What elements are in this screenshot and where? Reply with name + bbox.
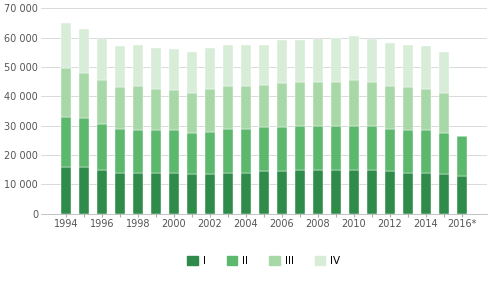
Bar (421, 173, 431, 214)
Bar (223, 129, 233, 173)
Bar (295, 170, 305, 214)
Bar (151, 173, 161, 214)
Bar (277, 40, 287, 83)
Bar (115, 173, 125, 214)
Bar (313, 126, 323, 170)
Bar (277, 83, 287, 127)
Bar (385, 171, 395, 214)
Bar (133, 86, 143, 130)
Bar (115, 88, 125, 129)
Bar (295, 126, 305, 170)
Bar (331, 170, 341, 214)
Bar (385, 43, 395, 86)
Bar (79, 118, 89, 167)
Bar (187, 93, 197, 133)
Bar (403, 45, 412, 88)
Bar (79, 167, 89, 214)
Bar (367, 82, 377, 126)
Bar (438, 52, 449, 93)
Bar (349, 126, 358, 170)
Bar (241, 129, 251, 173)
Bar (313, 39, 323, 82)
Bar (367, 170, 377, 214)
Bar (241, 86, 251, 129)
Legend: I, II, III, IV: I, II, III, IV (187, 256, 340, 266)
Bar (169, 90, 179, 130)
Bar (187, 133, 197, 174)
Bar (169, 173, 179, 214)
Bar (295, 82, 305, 126)
Bar (241, 45, 251, 86)
Bar (133, 173, 143, 214)
Bar (349, 170, 358, 214)
Bar (151, 48, 161, 89)
Bar (169, 130, 179, 173)
Bar (97, 170, 107, 214)
Bar (259, 85, 269, 127)
Bar (295, 40, 305, 82)
Bar (187, 52, 197, 93)
Bar (61, 23, 71, 68)
Bar (259, 171, 269, 214)
Bar (421, 89, 431, 130)
Bar (385, 86, 395, 129)
Bar (61, 68, 71, 117)
Bar (421, 46, 431, 89)
Bar (403, 130, 412, 173)
Bar (259, 127, 269, 171)
Bar (79, 73, 89, 118)
Bar (277, 171, 287, 214)
Bar (277, 127, 287, 171)
Bar (331, 82, 341, 126)
Bar (367, 39, 377, 82)
Bar (97, 80, 107, 124)
Bar (349, 36, 358, 80)
Bar (205, 89, 215, 132)
Bar (438, 93, 449, 133)
Bar (241, 173, 251, 214)
Bar (403, 173, 412, 214)
Bar (223, 86, 233, 129)
Bar (169, 49, 179, 90)
Bar (313, 82, 323, 126)
Bar (223, 45, 233, 86)
Bar (403, 88, 412, 130)
Bar (331, 126, 341, 170)
Bar (115, 129, 125, 173)
Bar (133, 45, 143, 86)
Bar (385, 129, 395, 171)
Bar (61, 167, 71, 214)
Bar (438, 133, 449, 174)
Bar (331, 37, 341, 82)
Bar (457, 175, 466, 214)
Bar (97, 39, 107, 80)
Bar (313, 170, 323, 214)
Bar (367, 126, 377, 170)
Bar (438, 174, 449, 214)
Bar (187, 174, 197, 214)
Bar (259, 45, 269, 85)
Bar (223, 173, 233, 214)
Bar (151, 130, 161, 173)
Bar (151, 89, 161, 130)
Bar (61, 117, 71, 167)
Bar (205, 48, 215, 89)
Bar (115, 46, 125, 88)
Bar (421, 130, 431, 173)
Bar (97, 124, 107, 170)
Bar (79, 29, 89, 73)
Bar (457, 136, 466, 175)
Bar (349, 80, 358, 126)
Bar (205, 174, 215, 214)
Bar (205, 132, 215, 174)
Bar (133, 130, 143, 173)
